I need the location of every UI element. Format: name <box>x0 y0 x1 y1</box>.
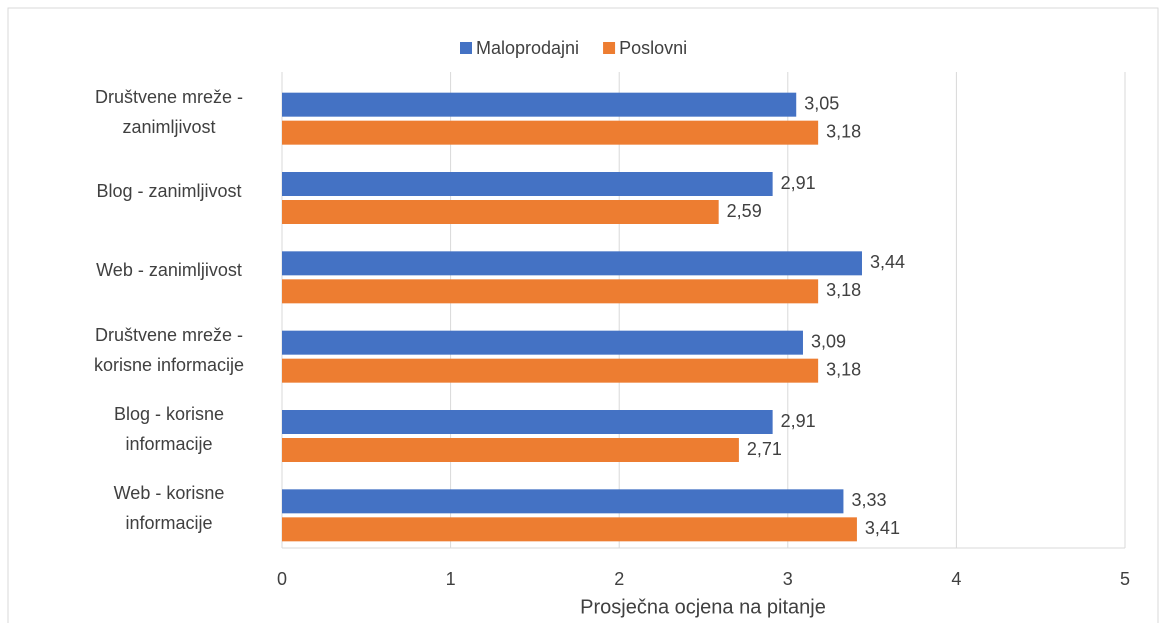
data-label: 3,33 <box>851 490 886 510</box>
x-axis-title: Prosječna ocjena na pitanje <box>580 596 826 618</box>
data-label: 3,09 <box>811 331 846 351</box>
y-tick-label: Web - korisne informacije <box>113 483 225 534</box>
bar <box>282 172 773 196</box>
x-tick-label: 5 <box>1120 569 1130 589</box>
data-label: 2,91 <box>781 411 816 431</box>
legend-label: Maloprodajni <box>476 38 579 58</box>
bar <box>282 251 862 276</box>
x-tick-label: 3 <box>783 569 793 589</box>
data-label: 3,18 <box>826 121 861 141</box>
y-tick-label: Blog - zanimljivost <box>96 181 242 201</box>
bar <box>282 517 857 542</box>
bar <box>282 438 739 462</box>
y-tick-label: Web - zanimljivost <box>96 260 242 281</box>
bar <box>282 330 803 355</box>
data-label: 2,59 <box>727 201 762 221</box>
x-tick-label: 1 <box>446 569 456 589</box>
bar <box>282 92 797 117</box>
bar <box>282 279 819 304</box>
y-tick-label: Društvene mreže - zanimljivost <box>94 86 244 137</box>
data-label: 2,71 <box>747 439 782 459</box>
y-tick-label: Društvene mreže - korisne informacije <box>93 324 245 375</box>
data-label: 3,18 <box>826 359 861 379</box>
x-tick-label: 0 <box>277 569 287 589</box>
bar <box>282 358 819 383</box>
x-tick-label: 2 <box>614 569 624 589</box>
data-label: 3,41 <box>865 518 900 538</box>
legend-label: Poslovni <box>619 38 687 58</box>
legend-swatch <box>603 42 616 54</box>
bar <box>282 489 844 514</box>
legend-swatch <box>460 42 472 54</box>
data-label: 3,44 <box>870 252 905 272</box>
data-label: 3,05 <box>804 93 839 113</box>
bar <box>282 120 819 145</box>
data-label: 2,91 <box>781 173 816 193</box>
bar <box>282 200 719 224</box>
data-label: 3,18 <box>826 280 861 300</box>
x-tick-label: 4 <box>951 569 961 589</box>
y-tick-label: Blog - korisne informacije <box>113 404 225 454</box>
bar <box>282 410 773 434</box>
